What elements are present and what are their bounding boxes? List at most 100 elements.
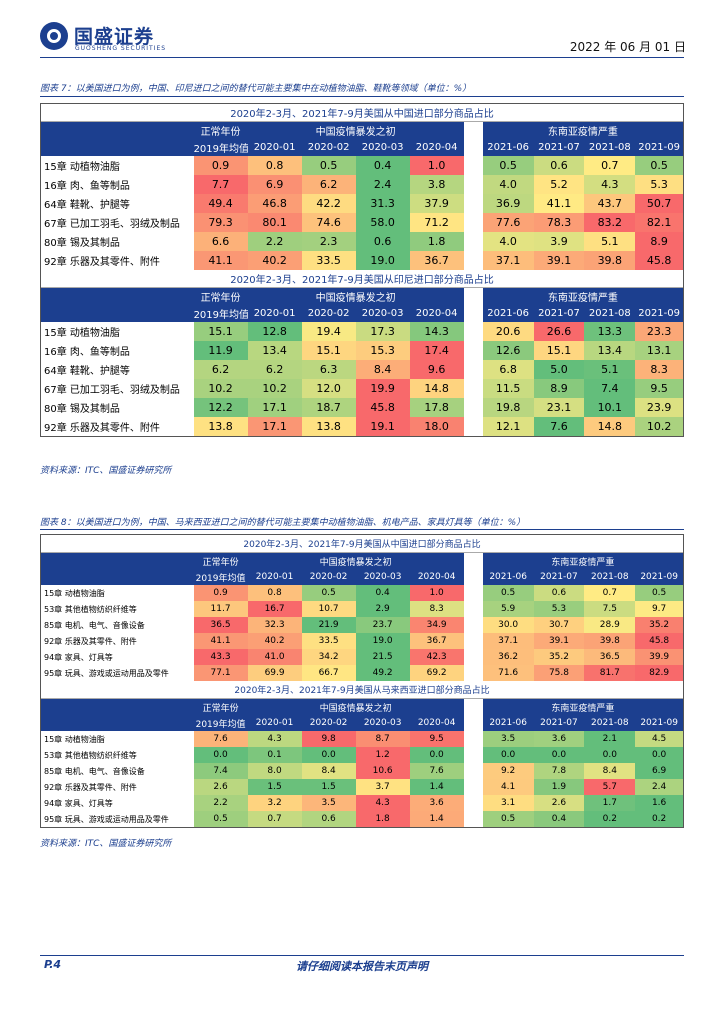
heat-cell: 2.6 <box>193 779 248 795</box>
heat-cell: 5.7 <box>584 779 636 795</box>
header-blank <box>41 287 194 305</box>
heat-cell: 79.3 <box>193 213 248 232</box>
heat-cell: 83.2 <box>584 213 636 232</box>
heat-cell: 8.3 <box>635 360 683 379</box>
row-label: 94章 家具、灯具等 <box>41 649 194 665</box>
heat-cell: 39.9 <box>635 649 683 665</box>
heat-cell: 5.1 <box>584 232 636 251</box>
row-label: 64章 鞋靴、护腿等 <box>41 194 194 213</box>
row-label: 94章 家具、灯具等 <box>41 795 194 811</box>
heat-cell: 12.6 <box>482 341 534 360</box>
heat-cell: 41.1 <box>193 633 248 649</box>
column-gap <box>463 731 483 747</box>
figure-8-table: 2020年2-3月、2021年7-9月美国从中国进口部分商品占比 正常年份 中国疫情… <box>40 534 684 828</box>
heat-cell: 1.6 <box>635 795 683 811</box>
column-gap <box>463 811 483 827</box>
row-label: 64章 鞋靴、护腿等 <box>41 360 194 379</box>
row-label: 15章 动植物油脂 <box>41 731 194 747</box>
heat-cell: 15.1 <box>301 341 356 360</box>
heat-cell: 1.4 <box>409 811 464 827</box>
heat-cell: 0.2 <box>584 811 636 827</box>
heat-cell: 3.5 <box>482 731 534 747</box>
heat-cell: 3.9 <box>533 232 585 251</box>
column-header: 2020-02 <box>301 305 356 322</box>
heat-cell: 8.0 <box>247 763 302 779</box>
row-label: 15章 动植物油脂 <box>41 322 194 341</box>
heat-cell: 69.2 <box>409 665 464 681</box>
table-row: 94章 家具、灯具等 43.3 41.0 34.2 21.5 42.3 36.2 35.2 36… <box>41 649 683 665</box>
column-header: 2020-01 <box>247 715 302 731</box>
company-logo-icon <box>40 22 68 50</box>
heat-cell: 7.7 <box>193 175 248 194</box>
heat-cell: 14.8 <box>584 417 636 436</box>
table-row: 92章 乐器及其零件、附件 41.1 40.2 33.5 19.0 36.7 37.1 39.… <box>41 633 683 649</box>
block-title-row: 2020年2-3月、2021年7-9月美国从印尼进口部分商品占比 <box>41 270 683 288</box>
block-title: 2020年2-3月、2021年7-9月美国从印尼进口部分商品占比 <box>41 270 683 288</box>
row-label: 67章 已加工羽毛、羽绒及制品 <box>41 213 194 232</box>
block-title-row: 2020年2-3月、2021年7-9月美国从中国进口部分商品占比 <box>41 535 683 553</box>
table-row: 15章 动植物油脂 7.6 4.3 9.8 8.7 9.5 3.5 3.6 2.1 4.5 <box>41 731 683 747</box>
column-gap <box>463 398 483 417</box>
heat-cell: 43.3 <box>193 649 248 665</box>
column-gap <box>463 795 483 811</box>
heat-cell: 14.3 <box>409 322 464 341</box>
column-gap <box>463 305 483 322</box>
table-row: 95章 玩具、游戏或运动用品及零件 77.1 69.9 66.7 49.2 69.2 71.… <box>41 665 683 681</box>
column-header: 2020-03 <box>355 569 410 585</box>
brand-name-en: GUOSHENG SECURITIES <box>75 45 167 52</box>
heat-cell: 45.8 <box>635 633 683 649</box>
heat-cell: 8.9 <box>635 232 683 251</box>
heat-cell: 36.7 <box>409 251 464 270</box>
heat-cell: 14.8 <box>409 379 464 398</box>
report-date: 2022 年 06 月 01 日 <box>569 40 686 54</box>
heat-cell: 5.3 <box>635 175 683 194</box>
column-header: 2019年均值 <box>193 139 248 156</box>
heat-cell: 3.6 <box>409 795 464 811</box>
group-sea-outbreak: 东南亚疫情严重 <box>482 121 683 139</box>
column-header: 2021-09 <box>635 139 683 156</box>
heat-cell: 0.9 <box>193 585 248 601</box>
row-label: 92章 乐器及其零件、附件 <box>41 633 194 649</box>
heat-cell: 2.2 <box>247 232 302 251</box>
column-header: 2020-04 <box>409 569 464 585</box>
heat-cell: 7.6 <box>533 417 585 436</box>
heat-cell: 4.3 <box>355 795 410 811</box>
table-row: 85章 电机、电气、音像设备 7.4 8.0 8.4 10.6 7.6 9.2 7.8 8.4 6… <box>41 763 683 779</box>
heat-cell: 31.3 <box>355 194 410 213</box>
column-header: 2021-08 <box>584 569 636 585</box>
heat-cell: 41.0 <box>247 649 302 665</box>
heat-cell: 46.8 <box>247 194 302 213</box>
heat-cell: 77.6 <box>482 213 534 232</box>
row-label: 16章 肉、鱼等制品 <box>41 175 194 194</box>
heat-cell: 8.4 <box>584 763 636 779</box>
column-gap <box>463 601 483 617</box>
heat-cell: 18.0 <box>409 417 464 436</box>
heat-cell: 7.4 <box>584 379 636 398</box>
heat-cell: 36.9 <box>482 194 534 213</box>
heatmap-table: 2020年2-3月、2021年7-9月美国从中国进口部分商品占比 正常年份 中国疫情… <box>41 104 683 436</box>
heat-cell: 5.2 <box>533 175 585 194</box>
column-header: 2019年均值 <box>193 715 248 731</box>
heat-cell: 23.3 <box>635 322 683 341</box>
column-header: 2020-01 <box>247 139 302 156</box>
heat-cell: 0.4 <box>355 156 410 175</box>
column-gap <box>463 213 483 232</box>
heat-cell: 7.8 <box>533 763 585 779</box>
heat-cell: 35.2 <box>635 617 683 633</box>
table-row: 94章 家具、灯具等 2.2 3.2 3.5 4.3 3.6 3.1 2.6 1.7 1.6 <box>41 795 683 811</box>
heat-cell: 32.3 <box>247 617 302 633</box>
heat-cell: 23.7 <box>355 617 410 633</box>
heat-cell: 2.6 <box>533 795 585 811</box>
column-header: 2020-02 <box>301 715 356 731</box>
heat-cell: 6.2 <box>193 360 248 379</box>
block-title: 2020年2-3月、2021年7-9月美国从中国进口部分商品占比 <box>41 535 683 553</box>
heat-cell: 40.2 <box>247 633 302 649</box>
heat-cell: 0.5 <box>635 156 683 175</box>
column-gap <box>463 121 483 139</box>
heat-cell: 8.4 <box>301 763 356 779</box>
group-header-row: 正常年份 中国疫情暴发之初 东南亚疫情严重 <box>41 121 683 139</box>
heat-cell: 0.2 <box>635 811 683 827</box>
column-header: 2020-03 <box>355 139 410 156</box>
heat-cell: 26.6 <box>533 322 585 341</box>
heatmap-table: 2020年2-3月、2021年7-9月美国从中国进口部分商品占比 正常年份 中国疫情… <box>41 535 683 827</box>
